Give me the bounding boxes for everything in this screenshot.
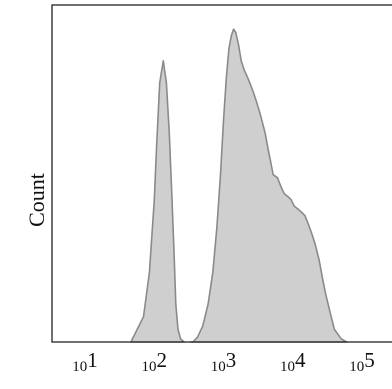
x-tick-exponent: 5 (364, 348, 375, 372)
x-tick-label: 103 (211, 348, 237, 375)
x-tick-base: 10 (72, 359, 87, 375)
histogram-peak-2 (189, 28, 348, 343)
x-tick-base: 10 (349, 359, 364, 375)
x-tick-label: 105 (349, 348, 375, 375)
x-tick-base: 10 (211, 359, 226, 375)
x-tick-exponent: 1 (87, 348, 98, 372)
histogram-peak-1 (130, 60, 185, 343)
x-tick-label: 102 (142, 348, 168, 375)
x-tick-exponent: 2 (157, 348, 168, 372)
y-axis-label: Count (24, 173, 49, 227)
x-tick-exponent: 3 (226, 348, 237, 372)
plot-frame (51, 4, 392, 343)
x-tick-base: 10 (280, 359, 295, 375)
x-tick-label: 101 (72, 348, 98, 375)
x-tick-exponent: 4 (295, 348, 306, 372)
x-tick-base: 10 (142, 359, 157, 375)
x-tick-label: 104 (280, 348, 306, 375)
